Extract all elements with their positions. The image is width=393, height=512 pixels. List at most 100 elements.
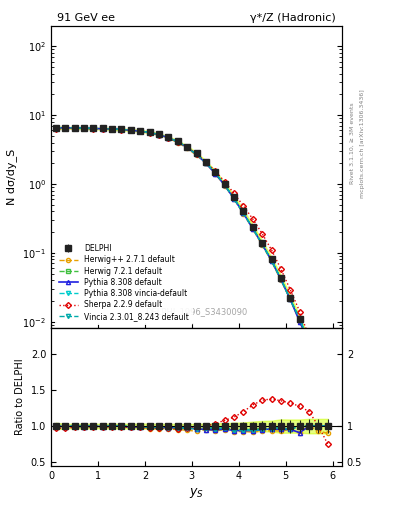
- Sherpa 2.2.9 default: [185, 144, 189, 151]
- Sherpa 2.2.9 default: [204, 159, 208, 165]
- Pythia 8.308 default: [204, 160, 208, 166]
- Herwig 7.2.1 default: [82, 125, 86, 131]
- Vincia 2.3.01_8.243 default: [325, 367, 330, 373]
- Pythia 8.308 default: [166, 135, 171, 141]
- Pythia 8.308 vincia-default: [260, 241, 264, 247]
- Herwig 7.2.1 default: [138, 128, 143, 134]
- Vincia 2.3.01_8.243 default: [91, 125, 95, 132]
- Sherpa 2.2.9 default: [110, 126, 114, 132]
- Herwig++ 2.7.1 default: [82, 125, 86, 132]
- Line: Pythia 8.308 vincia-default: Pythia 8.308 vincia-default: [54, 126, 330, 372]
- Pythia 8.308 default: [91, 125, 95, 132]
- Pythia 8.308 vincia-default: [100, 125, 105, 132]
- Sherpa 2.2.9 default: [194, 151, 199, 157]
- Pythia 8.308 vincia-default: [175, 139, 180, 145]
- Pythia 8.308 default: [231, 196, 236, 202]
- Pythia 8.308 default: [194, 151, 199, 157]
- Pythia 8.308 vincia-default: [147, 130, 152, 136]
- Pythia 8.308 default: [298, 318, 302, 325]
- Herwig 7.2.1 default: [269, 257, 274, 263]
- Pythia 8.308 default: [307, 339, 311, 346]
- Pythia 8.308 vincia-default: [82, 125, 86, 132]
- Pythia 8.308 vincia-default: [194, 151, 199, 157]
- Line: Herwig++ 2.7.1 default: Herwig++ 2.7.1 default: [54, 126, 330, 375]
- X-axis label: $y_S$: $y_S$: [189, 486, 204, 500]
- Sherpa 2.2.9 default: [279, 266, 283, 272]
- Herwig++ 2.7.1 default: [269, 259, 274, 265]
- Herwig++ 2.7.1 default: [100, 126, 105, 132]
- Vincia 2.3.01_8.243 default: [72, 125, 77, 131]
- Herwig++ 2.7.1 default: [204, 160, 208, 166]
- Herwig 7.2.1 default: [260, 241, 264, 247]
- Herwig 7.2.1 default: [185, 144, 189, 151]
- Pythia 8.308 vincia-default: [222, 182, 227, 188]
- Herwig 7.2.1 default: [157, 132, 162, 138]
- Sherpa 2.2.9 default: [157, 132, 162, 138]
- Herwig++ 2.7.1 default: [63, 125, 68, 131]
- Pythia 8.308 default: [279, 276, 283, 283]
- Pythia 8.308 vincia-default: [72, 125, 77, 131]
- Herwig 7.2.1 default: [316, 355, 321, 361]
- Herwig++ 2.7.1 default: [138, 129, 143, 135]
- Herwig 7.2.1 default: [100, 125, 105, 132]
- Pythia 8.308 default: [82, 125, 86, 132]
- Herwig++ 2.7.1 default: [194, 153, 199, 159]
- Sherpa 2.2.9 default: [298, 309, 302, 315]
- Sherpa 2.2.9 default: [269, 247, 274, 253]
- Herwig++ 2.7.1 default: [129, 127, 133, 134]
- Pythia 8.308 default: [316, 355, 321, 361]
- Y-axis label: Ratio to DELPHI: Ratio to DELPHI: [15, 359, 25, 435]
- Herwig++ 2.7.1 default: [157, 132, 162, 138]
- Herwig++ 2.7.1 default: [260, 242, 264, 248]
- Pythia 8.308 default: [175, 139, 180, 145]
- Herwig++ 2.7.1 default: [250, 226, 255, 232]
- Y-axis label: N dσ/dy_S: N dσ/dy_S: [6, 149, 17, 205]
- Text: Rivet 3.1.10, ≥ 3M events: Rivet 3.1.10, ≥ 3M events: [350, 102, 355, 184]
- Pythia 8.308 vincia-default: [307, 339, 311, 346]
- Pythia 8.308 vincia-default: [204, 159, 208, 165]
- Text: 91 GeV ee: 91 GeV ee: [57, 13, 115, 23]
- Pythia 8.308 default: [72, 125, 77, 131]
- Herwig++ 2.7.1 default: [119, 126, 124, 133]
- Pythia 8.308 vincia-default: [269, 258, 274, 264]
- Herwig 7.2.1 default: [119, 126, 124, 133]
- Sherpa 2.2.9 default: [288, 287, 293, 293]
- Vincia 2.3.01_8.243 default: [110, 126, 114, 132]
- Pythia 8.308 vincia-default: [157, 132, 162, 138]
- Pythia 8.308 vincia-default: [279, 275, 283, 282]
- Text: γ*/Z (Hadronic): γ*/Z (Hadronic): [250, 13, 336, 23]
- Pythia 8.308 vincia-default: [288, 296, 293, 303]
- Sherpa 2.2.9 default: [129, 127, 133, 134]
- Pythia 8.308 vincia-default: [53, 125, 58, 131]
- Vincia 2.3.01_8.243 default: [222, 182, 227, 188]
- Pythia 8.308 default: [110, 126, 114, 132]
- Sherpa 2.2.9 default: [63, 125, 68, 132]
- Pythia 8.308 vincia-default: [250, 225, 255, 231]
- Pythia 8.308 vincia-default: [213, 170, 218, 176]
- Herwig 7.2.1 default: [194, 151, 199, 157]
- Sherpa 2.2.9 default: [231, 190, 236, 197]
- Herwig 7.2.1 default: [147, 130, 152, 136]
- Herwig++ 2.7.1 default: [298, 318, 302, 325]
- Vincia 2.3.01_8.243 default: [82, 125, 86, 132]
- Sherpa 2.2.9 default: [241, 203, 246, 209]
- Pythia 8.308 vincia-default: [63, 125, 68, 131]
- Legend: DELPHI, Herwig++ 2.7.1 default, Herwig 7.2.1 default, Pythia 8.308 default, Pyth: DELPHI, Herwig++ 2.7.1 default, Herwig 7…: [55, 240, 193, 325]
- Sherpa 2.2.9 default: [307, 334, 311, 340]
- Herwig 7.2.1 default: [288, 296, 293, 303]
- Herwig 7.2.1 default: [63, 124, 68, 131]
- Pythia 8.308 default: [241, 210, 246, 217]
- Herwig++ 2.7.1 default: [185, 145, 189, 152]
- Sherpa 2.2.9 default: [100, 126, 105, 132]
- Vincia 2.3.01_8.243 default: [53, 125, 58, 131]
- Herwig++ 2.7.1 default: [91, 125, 95, 132]
- Pythia 8.308 default: [129, 127, 133, 134]
- Pythia 8.308 vincia-default: [241, 210, 246, 216]
- Sherpa 2.2.9 default: [91, 125, 95, 132]
- Pythia 8.308 default: [325, 367, 330, 373]
- Herwig++ 2.7.1 default: [72, 125, 77, 131]
- Sherpa 2.2.9 default: [213, 168, 218, 174]
- Sherpa 2.2.9 default: [82, 125, 86, 132]
- Vincia 2.3.01_8.243 default: [269, 258, 274, 264]
- Vincia 2.3.01_8.243 default: [166, 135, 171, 141]
